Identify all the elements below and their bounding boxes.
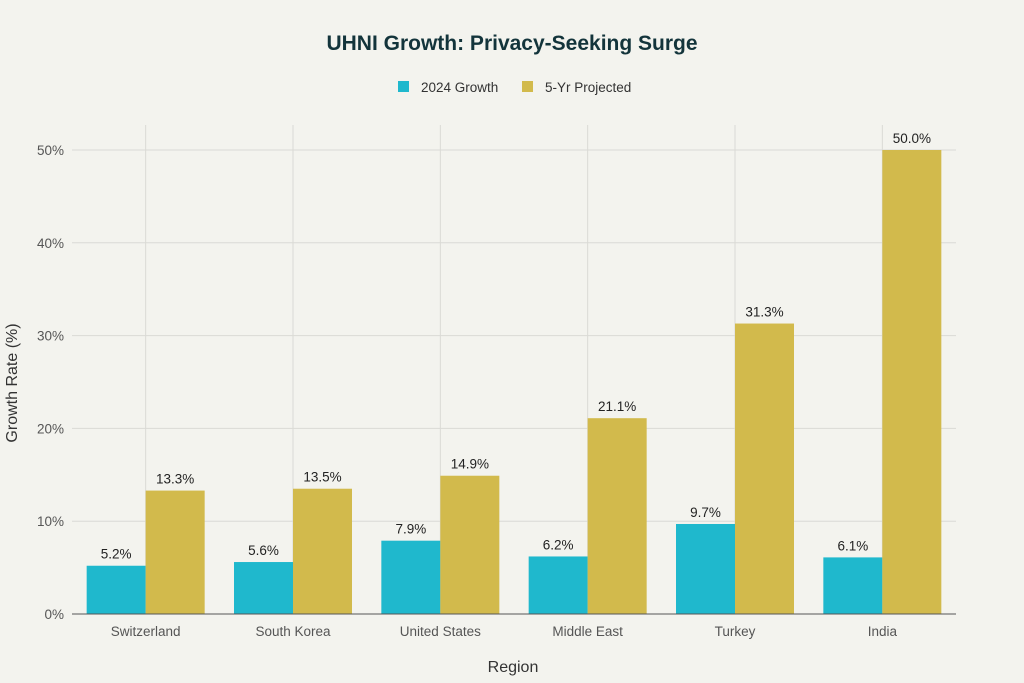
x-tick-label: Switzerland [111, 624, 181, 639]
bar-5yr-projected [440, 475, 500, 614]
data-label: 7.9% [395, 522, 426, 537]
legend-label: 2024 Growth [421, 80, 498, 95]
x-tick-label: South Korea [255, 624, 331, 639]
data-label: 9.7% [690, 505, 721, 520]
x-tick-label: Turkey [715, 624, 756, 639]
bar-5yr-projected [735, 323, 794, 614]
y-axis-label: Growth Rate (%) [4, 323, 21, 442]
bar-2024-growth [676, 523, 735, 614]
y-tick-label: 30% [37, 329, 64, 344]
bar-2024-growth [823, 557, 883, 614]
bars [86, 150, 942, 614]
data-labels: 5.2% 13.3% 5.6% 13.5% 7.9% 14.9% 6.2% 21.1% 9.7%… [101, 131, 931, 562]
legend: 2024 Growth 5-Yr Projected [398, 80, 631, 95]
data-label: 5.6% [248, 543, 279, 558]
y-tick-label: 0% [44, 607, 64, 622]
data-label: 14.9% [451, 457, 489, 472]
data-label: 6.1% [837, 538, 868, 553]
data-label: 13.5% [303, 470, 341, 485]
bar-2024-growth [86, 565, 146, 614]
bar-5yr-projected [587, 418, 647, 614]
y-tick-label: 50% [37, 143, 64, 158]
y-tick-label: 20% [37, 421, 64, 436]
axes: 0% 10% 20% 30% 40% 50% Switzerland South Korea U… [37, 143, 956, 639]
x-axis-label: Region [488, 659, 539, 676]
x-tick-label: Middle East [552, 624, 623, 639]
data-label: 5.2% [101, 547, 132, 562]
bar-2024-growth [234, 562, 293, 614]
x-tick-label: United States [400, 624, 481, 639]
data-label: 13.3% [156, 472, 194, 487]
x-tick-label: India [868, 624, 898, 639]
y-tick-label: 40% [37, 236, 64, 251]
bar-5yr-projected [293, 488, 352, 614]
legend-label: 5-Yr Projected [545, 80, 631, 95]
bar-2024-growth [381, 540, 441, 614]
legend-swatch [398, 81, 409, 92]
legend-swatch [522, 81, 533, 92]
bar-2024-growth [528, 556, 588, 614]
bar-5yr-projected [882, 150, 942, 614]
y-tick-label: 10% [37, 514, 64, 529]
chart-title: UHNI Growth: Privacy-Seeking Surge [326, 32, 697, 55]
data-label: 31.3% [745, 305, 783, 320]
bar-5yr-projected [145, 490, 205, 614]
data-label: 50.0% [893, 131, 931, 146]
data-label: 6.2% [543, 537, 574, 552]
data-label: 21.1% [598, 399, 636, 414]
